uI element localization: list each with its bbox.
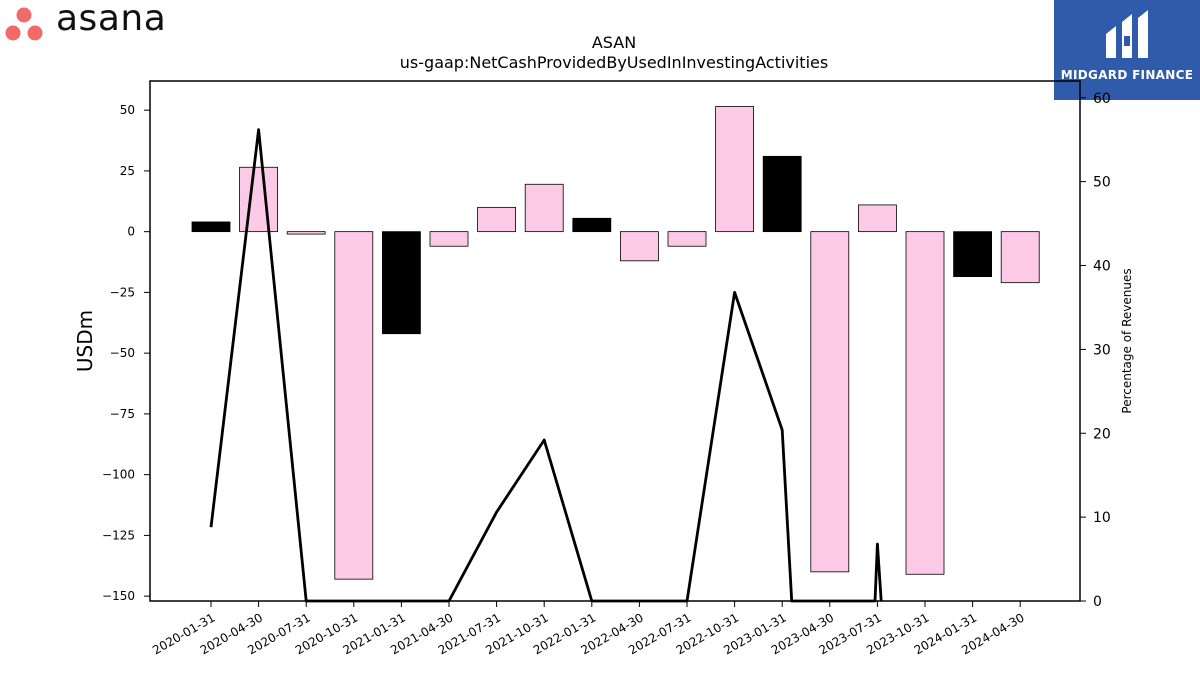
midgard-m-icon bbox=[1106, 10, 1148, 58]
bar-2024-04-30 bbox=[1000, 231, 1040, 284]
bar-2023-04-30 bbox=[810, 231, 850, 573]
y-tick-label: 0 bbox=[127, 225, 135, 239]
asana-dot-left bbox=[5, 25, 21, 41]
chart-subtitle: us-gaap:NetCashProvidedByUsedInInvesting… bbox=[400, 53, 828, 72]
bar-2021-04-30 bbox=[429, 231, 469, 247]
y-tick-label: −150 bbox=[102, 589, 135, 603]
y2-tick-label: 60 bbox=[1093, 91, 1111, 107]
bar-2020-01-31 bbox=[191, 221, 231, 233]
bar-2022-01-31 bbox=[572, 217, 612, 233]
midgard-finance-label: MIDGARD FINANCE bbox=[1060, 68, 1194, 82]
asana-logo: asana bbox=[4, 0, 194, 44]
y-tick-label: −50 bbox=[110, 346, 135, 360]
y-axis-right: 0 10 20 30 40 50 60 bbox=[1080, 91, 1111, 610]
asana-wordmark: asana bbox=[56, 0, 167, 39]
bar-series bbox=[191, 106, 1040, 580]
bar-2020-04-30 bbox=[239, 166, 279, 233]
bar-2020-07-31 bbox=[286, 231, 326, 235]
y2-tick-label: 50 bbox=[1093, 175, 1111, 191]
y-tick-label: −75 bbox=[110, 407, 135, 421]
asana-dot-right bbox=[27, 25, 43, 41]
plot-frame bbox=[149, 80, 1081, 602]
chart-title: ASAN bbox=[592, 33, 636, 52]
y-tick-label: −25 bbox=[110, 285, 135, 299]
bar-2024-01-31 bbox=[953, 231, 992, 278]
bar-2022-07-31 bbox=[667, 231, 707, 247]
y2-tick-label: 30 bbox=[1093, 342, 1111, 358]
y-tick-label: 25 bbox=[120, 164, 135, 178]
y-tick-label: −125 bbox=[102, 528, 135, 542]
y2-tick-label: 40 bbox=[1093, 259, 1111, 275]
y2-tick-label: 0 bbox=[1093, 594, 1102, 610]
bar-2023-10-31 bbox=[905, 231, 945, 575]
bar-2020-10-31 bbox=[334, 231, 374, 580]
bar-2022-04-30 bbox=[620, 231, 659, 262]
y-tick-label: −100 bbox=[102, 468, 135, 482]
bar-2023-01-31 bbox=[762, 155, 802, 233]
asana-dot-top bbox=[16, 7, 32, 23]
y2-axis-label: Percentage of Revenues bbox=[1120, 268, 1134, 413]
y-tick-label: 50 bbox=[120, 103, 135, 117]
asana-dots-icon bbox=[5, 7, 43, 41]
bar-2021-07-31 bbox=[477, 206, 517, 233]
y-axis-label: USDm bbox=[73, 310, 97, 372]
bar-2023-07-31 bbox=[858, 204, 897, 233]
x-axis: 2020-01-312020-04-302020-07-312020-10-31… bbox=[150, 601, 1027, 657]
bar-2022-10-31 bbox=[715, 106, 754, 233]
y-axis-left: 50 25 0 −25 −50 −75 −100 −125 −150 bbox=[102, 103, 150, 603]
y2-tick-label: 10 bbox=[1093, 510, 1111, 526]
y2-tick-label: 20 bbox=[1093, 426, 1111, 442]
bar-2021-01-31 bbox=[381, 231, 421, 335]
midgard-finance-logo: MIDGARD FINANCE bbox=[1054, 0, 1200, 100]
bar-2021-10-31 bbox=[524, 183, 564, 233]
